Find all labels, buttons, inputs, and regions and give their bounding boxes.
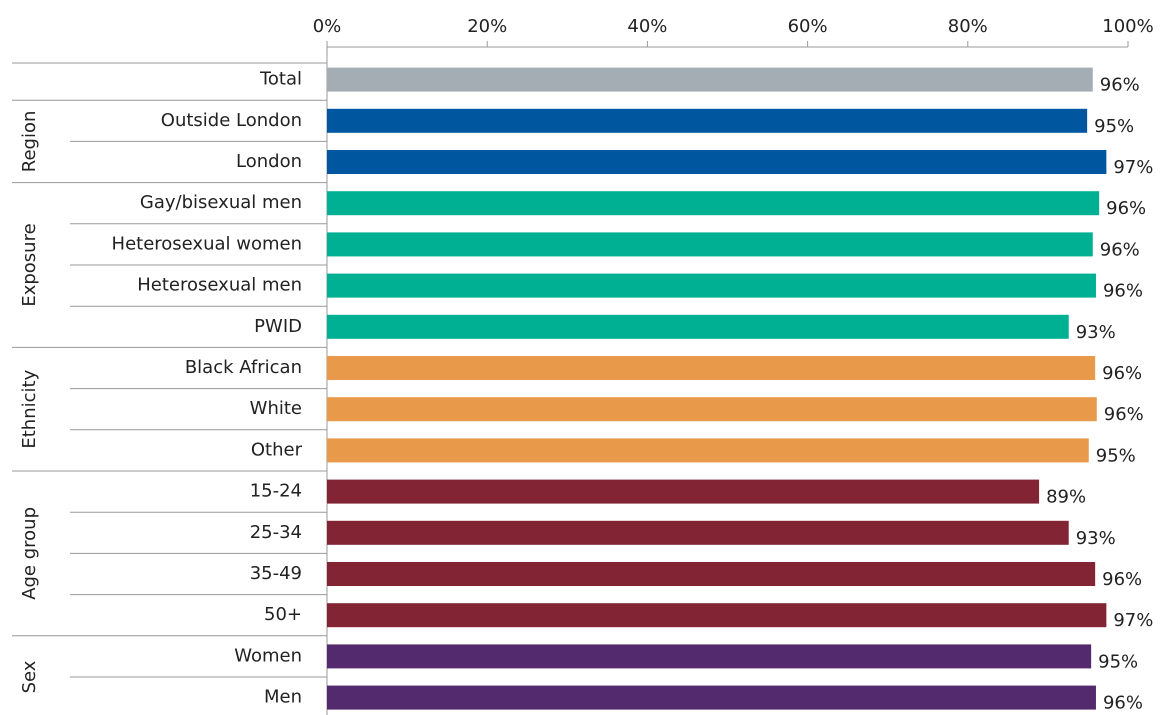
bar xyxy=(327,191,1100,216)
value-label: 93% xyxy=(1076,322,1116,343)
value-label: 96% xyxy=(1102,363,1142,384)
y-tick-label: Gay/bisexual men xyxy=(140,192,302,213)
bar xyxy=(327,685,1096,710)
y-tick-label: 25-34 xyxy=(250,522,302,543)
bar xyxy=(327,603,1107,628)
bar xyxy=(327,562,1096,586)
value-label: 96% xyxy=(1100,75,1140,96)
bar xyxy=(327,644,1092,669)
x-tick-label: 40% xyxy=(627,16,667,37)
y-tick-label: London xyxy=(236,151,302,172)
value-label: 95% xyxy=(1096,445,1136,466)
value-label: 97% xyxy=(1113,157,1153,178)
value-label: 95% xyxy=(1098,651,1138,672)
y-tick-label: 50+ xyxy=(264,604,302,625)
x-tick-label: 20% xyxy=(467,16,507,37)
x-tick-label: 0% xyxy=(313,16,342,37)
group-label: Exposure xyxy=(19,223,40,306)
group-label: Ethnicity xyxy=(19,369,40,448)
y-tick-label: Heterosexual women xyxy=(112,233,302,254)
group-label: Sex xyxy=(19,660,40,693)
group-label: Age group xyxy=(19,507,40,600)
bar xyxy=(327,273,1096,298)
y-tick-label: Women xyxy=(234,645,302,666)
value-label: 93% xyxy=(1076,528,1116,549)
y-tick-label: Total xyxy=(259,69,302,90)
value-label: 96% xyxy=(1103,281,1143,302)
value-label: 95% xyxy=(1094,116,1134,137)
value-label: 96% xyxy=(1102,569,1142,590)
bar xyxy=(327,232,1093,257)
value-label: 96% xyxy=(1100,239,1140,260)
value-label: 97% xyxy=(1113,610,1153,631)
bar xyxy=(327,520,1069,545)
x-tick-label: 60% xyxy=(788,16,828,37)
bar xyxy=(327,356,1096,380)
value-label: 96% xyxy=(1104,404,1144,425)
value-label: 96% xyxy=(1103,693,1143,714)
y-tick-label: PWID xyxy=(254,316,302,337)
value-label: 89% xyxy=(1046,487,1086,508)
bar xyxy=(327,479,1040,504)
bar xyxy=(327,397,1097,422)
bar xyxy=(327,314,1069,339)
bar xyxy=(327,108,1088,133)
bar xyxy=(327,438,1089,463)
bar xyxy=(327,67,1093,92)
value-label: 96% xyxy=(1106,198,1146,219)
y-tick-label: White xyxy=(250,398,302,419)
y-tick-label: 35-49 xyxy=(250,563,302,584)
y-tick-label: Heterosexual men xyxy=(137,275,302,296)
y-tick-label: Men xyxy=(264,687,302,708)
bar xyxy=(327,150,1107,174)
y-tick-label: Other xyxy=(251,439,303,460)
group-label: Region xyxy=(19,111,40,173)
x-tick-label: 80% xyxy=(948,16,988,37)
x-tick-label: 100% xyxy=(1102,16,1153,37)
y-tick-label: Outside London xyxy=(161,110,302,131)
y-tick-label: 15-24 xyxy=(250,481,302,502)
y-tick-label: Black African xyxy=(185,357,302,378)
